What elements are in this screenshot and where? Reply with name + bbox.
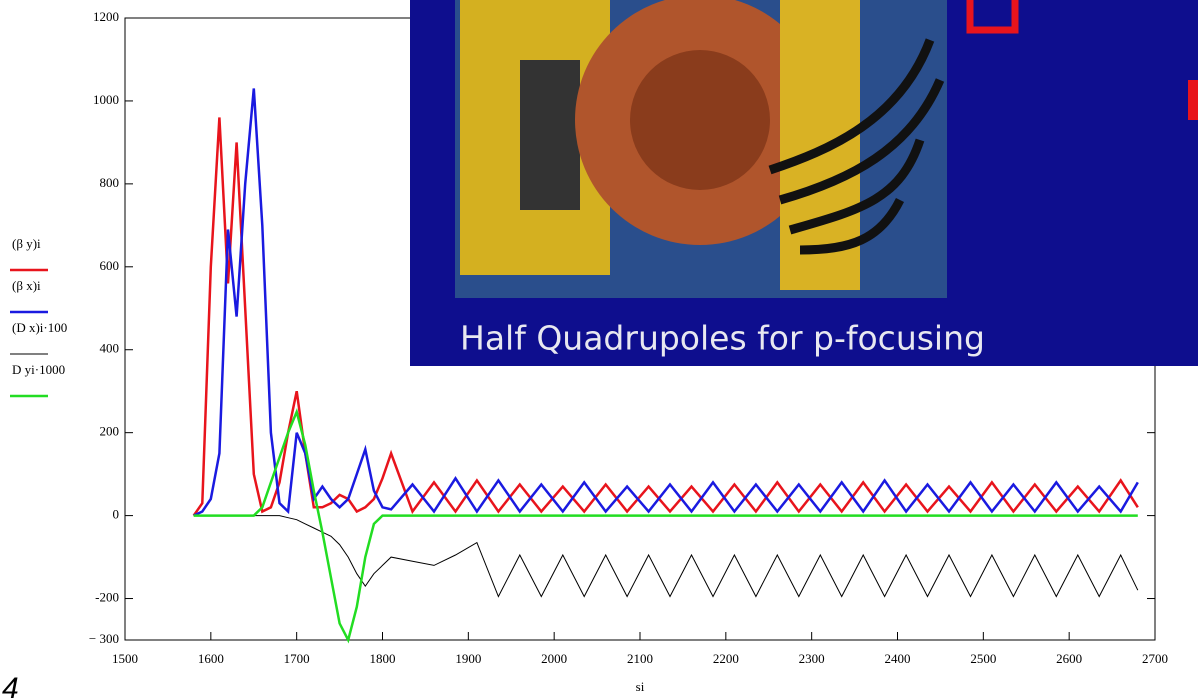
- x-tick-label: 1700: [284, 651, 310, 666]
- x-tick-label: 2000: [541, 651, 567, 666]
- x-tick-label: 1500: [112, 651, 138, 666]
- red-mark: [1188, 80, 1198, 120]
- legend-label: D yi·1000: [12, 362, 65, 377]
- series-line: [193, 88, 1139, 517]
- y-tick-label: 1200: [93, 9, 119, 24]
- y-tick-label: 400: [100, 341, 120, 356]
- series-line: [193, 515, 1139, 598]
- photo-overlay: Half Quadrupoles for p-focusing: [410, 0, 1198, 366]
- x-tick-label: 1900: [455, 651, 481, 666]
- red-frame: [966, 0, 1019, 34]
- y-tick-label: 800: [100, 175, 120, 190]
- photo-caption: Half Quadrupoles for p-focusing: [460, 319, 985, 358]
- magnet-dark: [520, 60, 580, 210]
- x-tick-label: 2100: [627, 651, 653, 666]
- cables: [768, 38, 945, 255]
- y-tick-label: 0: [113, 507, 120, 522]
- y-tick-label: -200: [95, 590, 119, 605]
- x-tick-label: 2400: [885, 651, 911, 666]
- series-line: [192, 117, 1139, 517]
- legend-label: (β y)i: [12, 236, 41, 251]
- series-line: [193, 407, 1138, 644]
- x-tick-label: 2500: [970, 651, 996, 666]
- legend-label: (D x)i·100: [12, 320, 67, 335]
- x-axis-label: si: [636, 679, 645, 694]
- y-tick-label: 600: [100, 258, 120, 273]
- x-tick-label: 1800: [370, 651, 396, 666]
- x-tick-label: 2700: [1142, 651, 1168, 666]
- page-number: 4: [2, 672, 19, 700]
- y-tick-label: 200: [100, 424, 120, 439]
- y-tick-label: − 300: [89, 631, 119, 646]
- legend-label: (β x)i: [12, 278, 41, 293]
- x-tick-label: 2200: [713, 651, 739, 666]
- x-tick-label: 2300: [799, 651, 825, 666]
- x-tick-label: 1600: [198, 651, 224, 666]
- y-tick-label: 1000: [93, 92, 119, 107]
- coil-inner: [630, 50, 770, 190]
- x-tick-label: 2600: [1056, 651, 1082, 666]
